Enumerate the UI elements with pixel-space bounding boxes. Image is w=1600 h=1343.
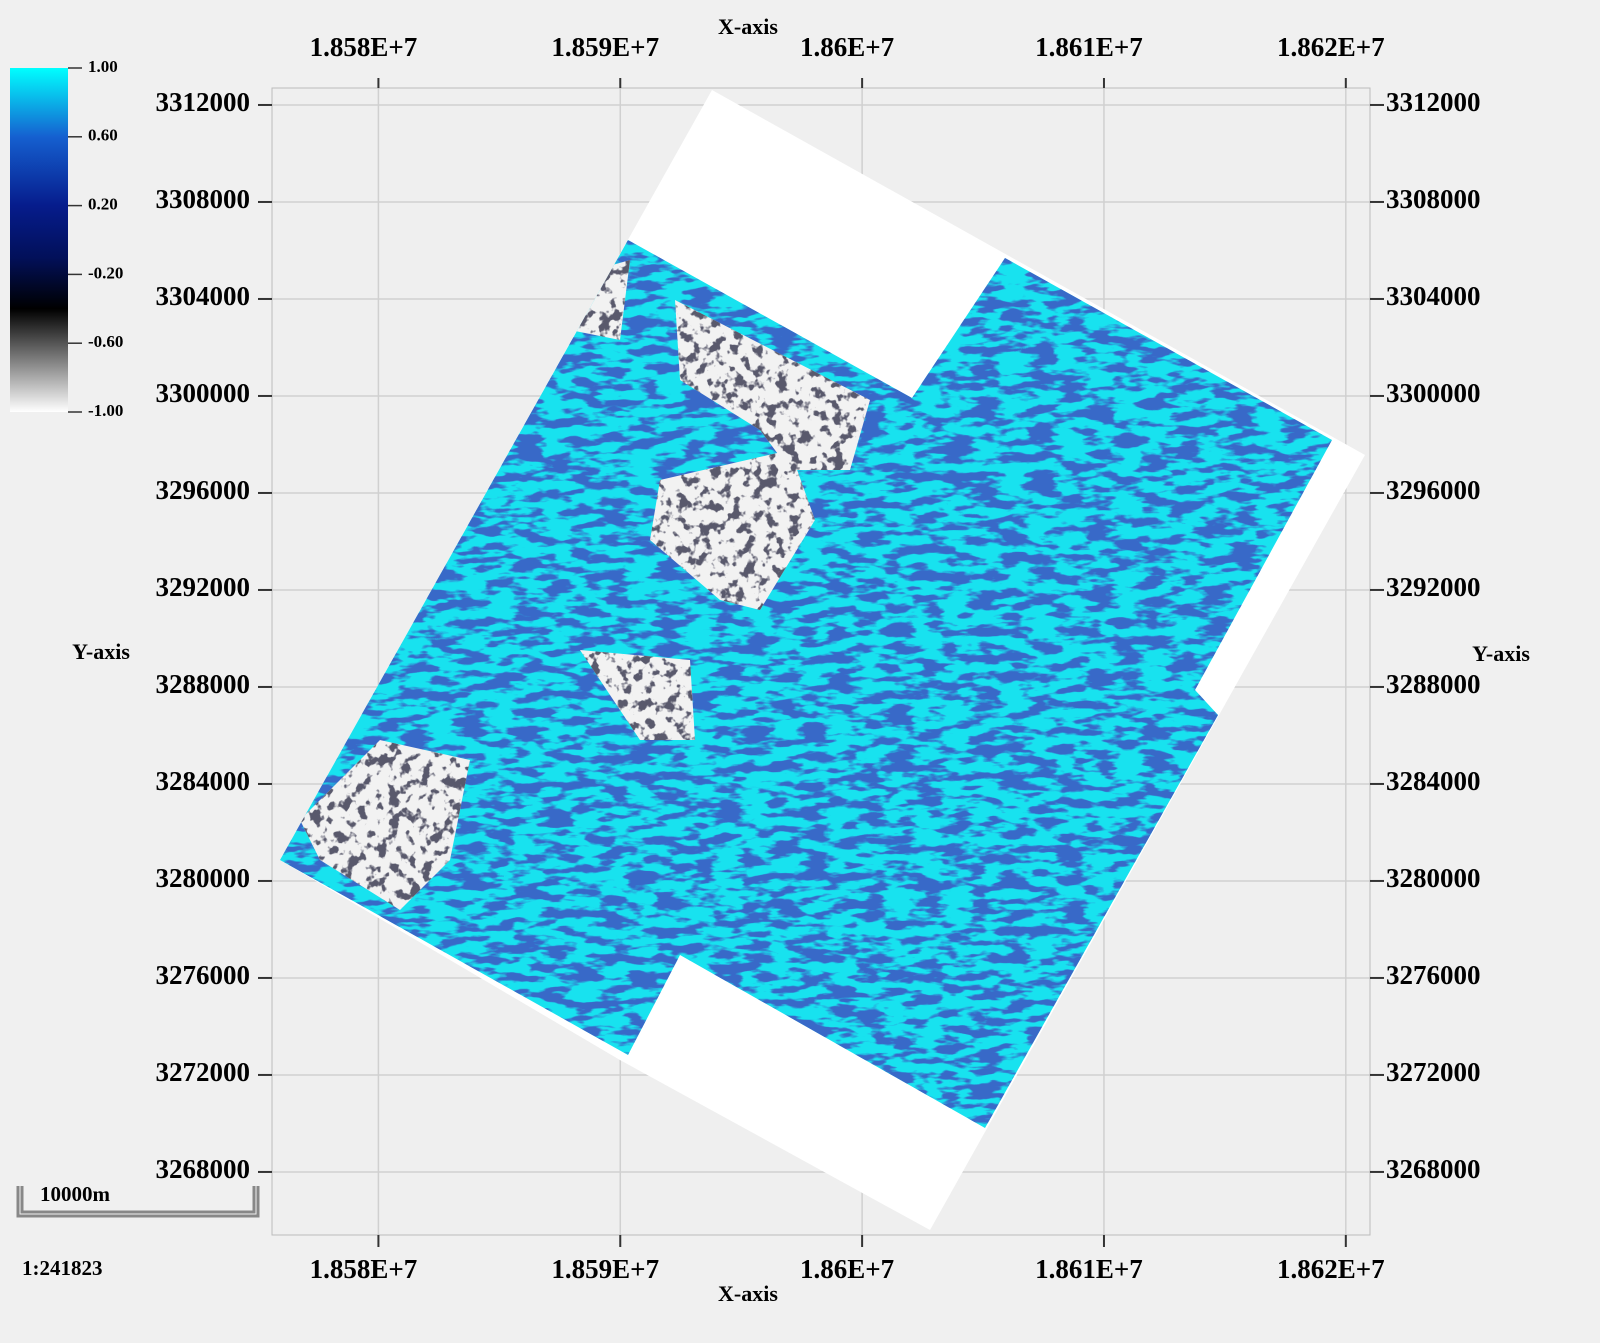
y-tick-label: 3276000 [1386, 960, 1481, 990]
y-axis-title-left: Y-axis [72, 639, 130, 664]
y-tick-label: 3308000 [156, 184, 251, 214]
y-tick-label: 3288000 [156, 669, 251, 699]
colorbar-tick-label: -0.60 [88, 332, 123, 351]
y-tick-label: 3304000 [156, 281, 251, 311]
scale-bar-label: 10000m [40, 1182, 111, 1206]
scale-bar [16, 1186, 260, 1218]
y-tick-label: 3280000 [1386, 863, 1481, 893]
y-tick-label: 3272000 [156, 1057, 251, 1087]
x-tick-label: 1.86E+7 [800, 1254, 894, 1284]
colorbar-tick-label: 1.00 [88, 57, 118, 76]
y-tick-label: 3308000 [1386, 184, 1481, 214]
x-tick-label: 1.858E+7 [310, 1254, 418, 1284]
y-tick-label: 3276000 [156, 960, 251, 990]
x-tick-label: 1.861E+7 [1035, 1254, 1143, 1284]
x-tick-label: 1.862E+7 [1277, 1254, 1385, 1284]
x-tick-label: 1.86E+7 [800, 32, 894, 62]
y-tick-label: 3268000 [1386, 1154, 1481, 1184]
colorbar-tick-label: 0.20 [88, 195, 118, 214]
y-tick-label: 3312000 [156, 87, 251, 117]
colorbar-tick-label: 0.60 [88, 126, 118, 145]
y-tick-label: 3312000 [1386, 87, 1481, 117]
colorbar-tick-label: -1.00 [88, 401, 123, 420]
colorbar [10, 68, 68, 412]
y-tick-label: 3284000 [1386, 766, 1481, 796]
y-tick-label: 3280000 [156, 863, 251, 893]
x-tick-label: 1.861E+7 [1035, 32, 1143, 62]
colorbar-tick-label: -0.20 [88, 263, 123, 282]
y-tick-label: 3272000 [1386, 1057, 1481, 1087]
y-tick-label: 3304000 [1386, 281, 1481, 311]
y-tick-label: 3288000 [1386, 669, 1481, 699]
y-tick-label: 3296000 [1386, 475, 1481, 505]
x-tick-label: 1.858E+7 [310, 32, 418, 62]
scale-ratio: 1:241823 [22, 1256, 103, 1280]
y-tick-label: 3284000 [156, 766, 251, 796]
y-tick-label: 3300000 [1386, 378, 1481, 408]
y-axis-title-right: Y-axis [1472, 641, 1530, 666]
y-tick-label: 3292000 [156, 572, 251, 602]
x-axis-title-bottom: X-axis [718, 1281, 778, 1306]
y-tick-label: 3296000 [156, 475, 251, 505]
x-tick-label: 1.859E+7 [551, 1254, 659, 1284]
x-tick-label: 1.859E+7 [551, 32, 659, 62]
x-tick-label: 1.862E+7 [1277, 32, 1385, 62]
plot-frame [271, 87, 1371, 1236]
x-axis-title-top: X-axis [718, 14, 778, 39]
y-tick-label: 3268000 [156, 1154, 251, 1184]
y-tick-label: 3292000 [1386, 572, 1481, 602]
y-tick-label: 3300000 [156, 378, 251, 408]
